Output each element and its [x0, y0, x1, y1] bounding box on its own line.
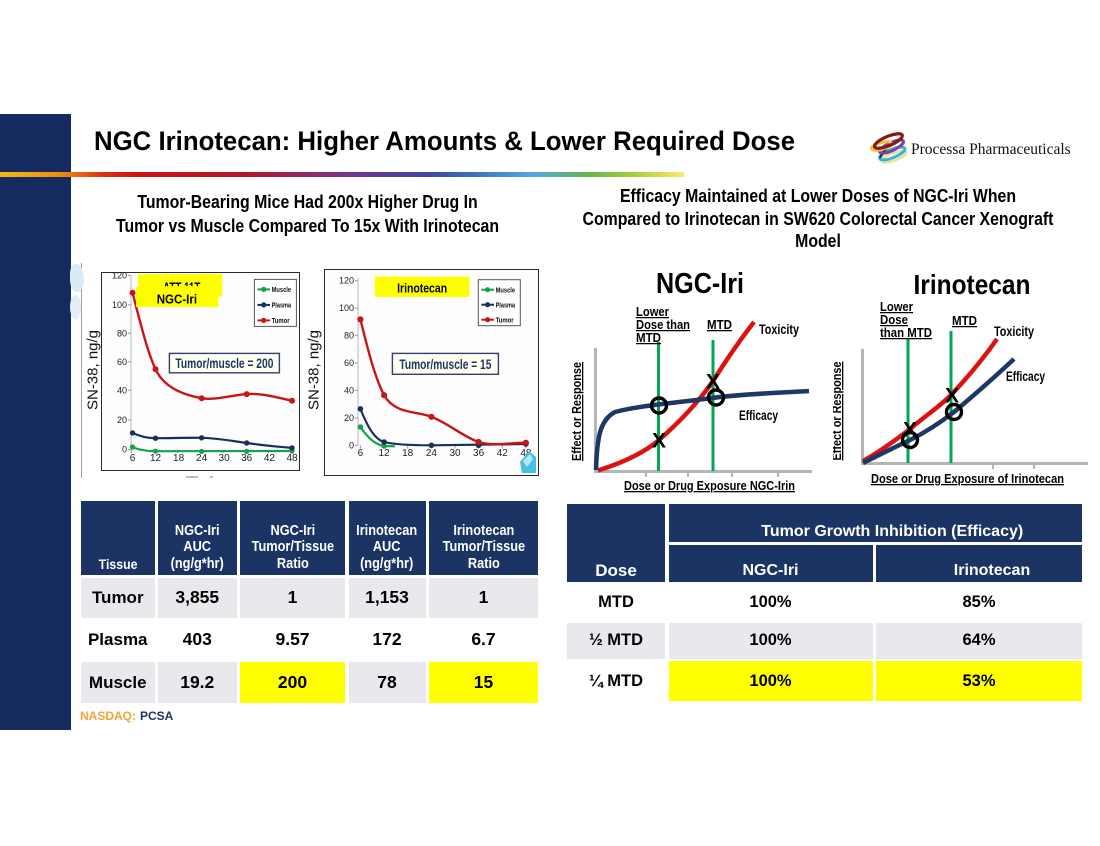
svg-text:X: X — [706, 371, 720, 394]
svg-text:20: 20 — [117, 415, 127, 425]
svg-text:18: 18 — [173, 453, 185, 464]
svg-text:Irinotecan: Irinotecan — [397, 281, 447, 295]
svg-text:X: X — [652, 430, 666, 453]
svg-text:Dose or Drug Exposure of Irino: Dose or Drug Exposure of Irinotecan — [871, 471, 1064, 486]
svg-text:Muscle: Muscle — [496, 285, 515, 294]
svg-text:80: 80 — [344, 331, 354, 341]
svg-text:NGC-Iri: NGC-Iri — [656, 268, 744, 300]
svg-text:30: 30 — [219, 453, 231, 464]
svg-text:Efficacy: Efficacy — [1006, 369, 1045, 384]
svg-text:Irinotecan: Irinotecan — [914, 269, 1031, 300]
svg-text:Muscle: Muscle — [272, 285, 292, 294]
svg-text:100: 100 — [339, 303, 354, 313]
svg-text:Toxicity: Toxicity — [759, 322, 799, 337]
svg-text:12: 12 — [379, 448, 391, 459]
svg-text:42: 42 — [264, 453, 276, 464]
svg-text:X: X — [903, 419, 917, 442]
svg-text:24: 24 — [426, 448, 438, 459]
svg-text:Effect or Response: Effect or Response — [570, 362, 584, 461]
svg-text:40: 40 — [117, 385, 127, 395]
svg-text:48: 48 — [286, 453, 298, 464]
svg-text:X: X — [945, 385, 959, 408]
svg-text:36: 36 — [473, 448, 485, 459]
svg-text:18: 18 — [402, 448, 414, 459]
svg-text:60: 60 — [344, 358, 354, 368]
svg-text:100: 100 — [112, 300, 127, 310]
svg-text:120: 120 — [112, 273, 127, 281]
svg-text:Dose than: Dose than — [636, 318, 690, 332]
svg-text:0: 0 — [349, 440, 354, 450]
svg-text:Efficacy: Efficacy — [739, 408, 778, 423]
svg-text:Dose or Drug Exposure NGC-Irin: Dose or Drug Exposure NGC-Irin — [624, 478, 795, 493]
svg-text:Dose: Dose — [880, 313, 908, 327]
svg-text:80: 80 — [117, 328, 127, 338]
svg-text:Plasma: Plasma — [272, 301, 292, 310]
svg-text:MTD: MTD — [707, 318, 732, 332]
svg-text:Lower: Lower — [880, 300, 913, 314]
svg-text:6: 6 — [130, 453, 136, 464]
svg-text:6: 6 — [358, 448, 364, 459]
svg-text:Tumor: Tumor — [496, 315, 514, 324]
svg-text:MTD: MTD — [952, 314, 977, 328]
svg-text:0: 0 — [122, 445, 127, 455]
svg-text:Lower: Lower — [636, 305, 669, 319]
svg-text:Plasma: Plasma — [496, 300, 516, 309]
svg-text:30: 30 — [449, 448, 461, 459]
svg-text:20: 20 — [344, 413, 354, 423]
svg-text:Tumor/muscle = 200: Tumor/muscle = 200 — [175, 356, 273, 371]
svg-text:ATT-11T: ATT-11T — [163, 279, 200, 294]
svg-text:24: 24 — [196, 453, 208, 464]
svg-text:than MTD: than MTD — [880, 326, 932, 340]
svg-text:Effect or Response: Effect or Response — [833, 362, 844, 461]
svg-text:40: 40 — [344, 385, 354, 395]
svg-text:Toxicity: Toxicity — [994, 324, 1034, 339]
svg-text:36: 36 — [241, 453, 253, 464]
svg-text:Tumor/muscle = 15: Tumor/muscle = 15 — [399, 357, 491, 372]
svg-text:48: 48 — [520, 448, 532, 459]
svg-text:60: 60 — [117, 357, 127, 367]
svg-text:12: 12 — [150, 453, 162, 464]
svg-text:Tumor: Tumor — [272, 316, 290, 325]
svg-text:42: 42 — [497, 448, 509, 459]
svg-text:NGC-Iri: NGC-Iri — [157, 291, 197, 306]
svg-text:120: 120 — [339, 276, 354, 286]
svg-text:MTD: MTD — [636, 331, 661, 345]
